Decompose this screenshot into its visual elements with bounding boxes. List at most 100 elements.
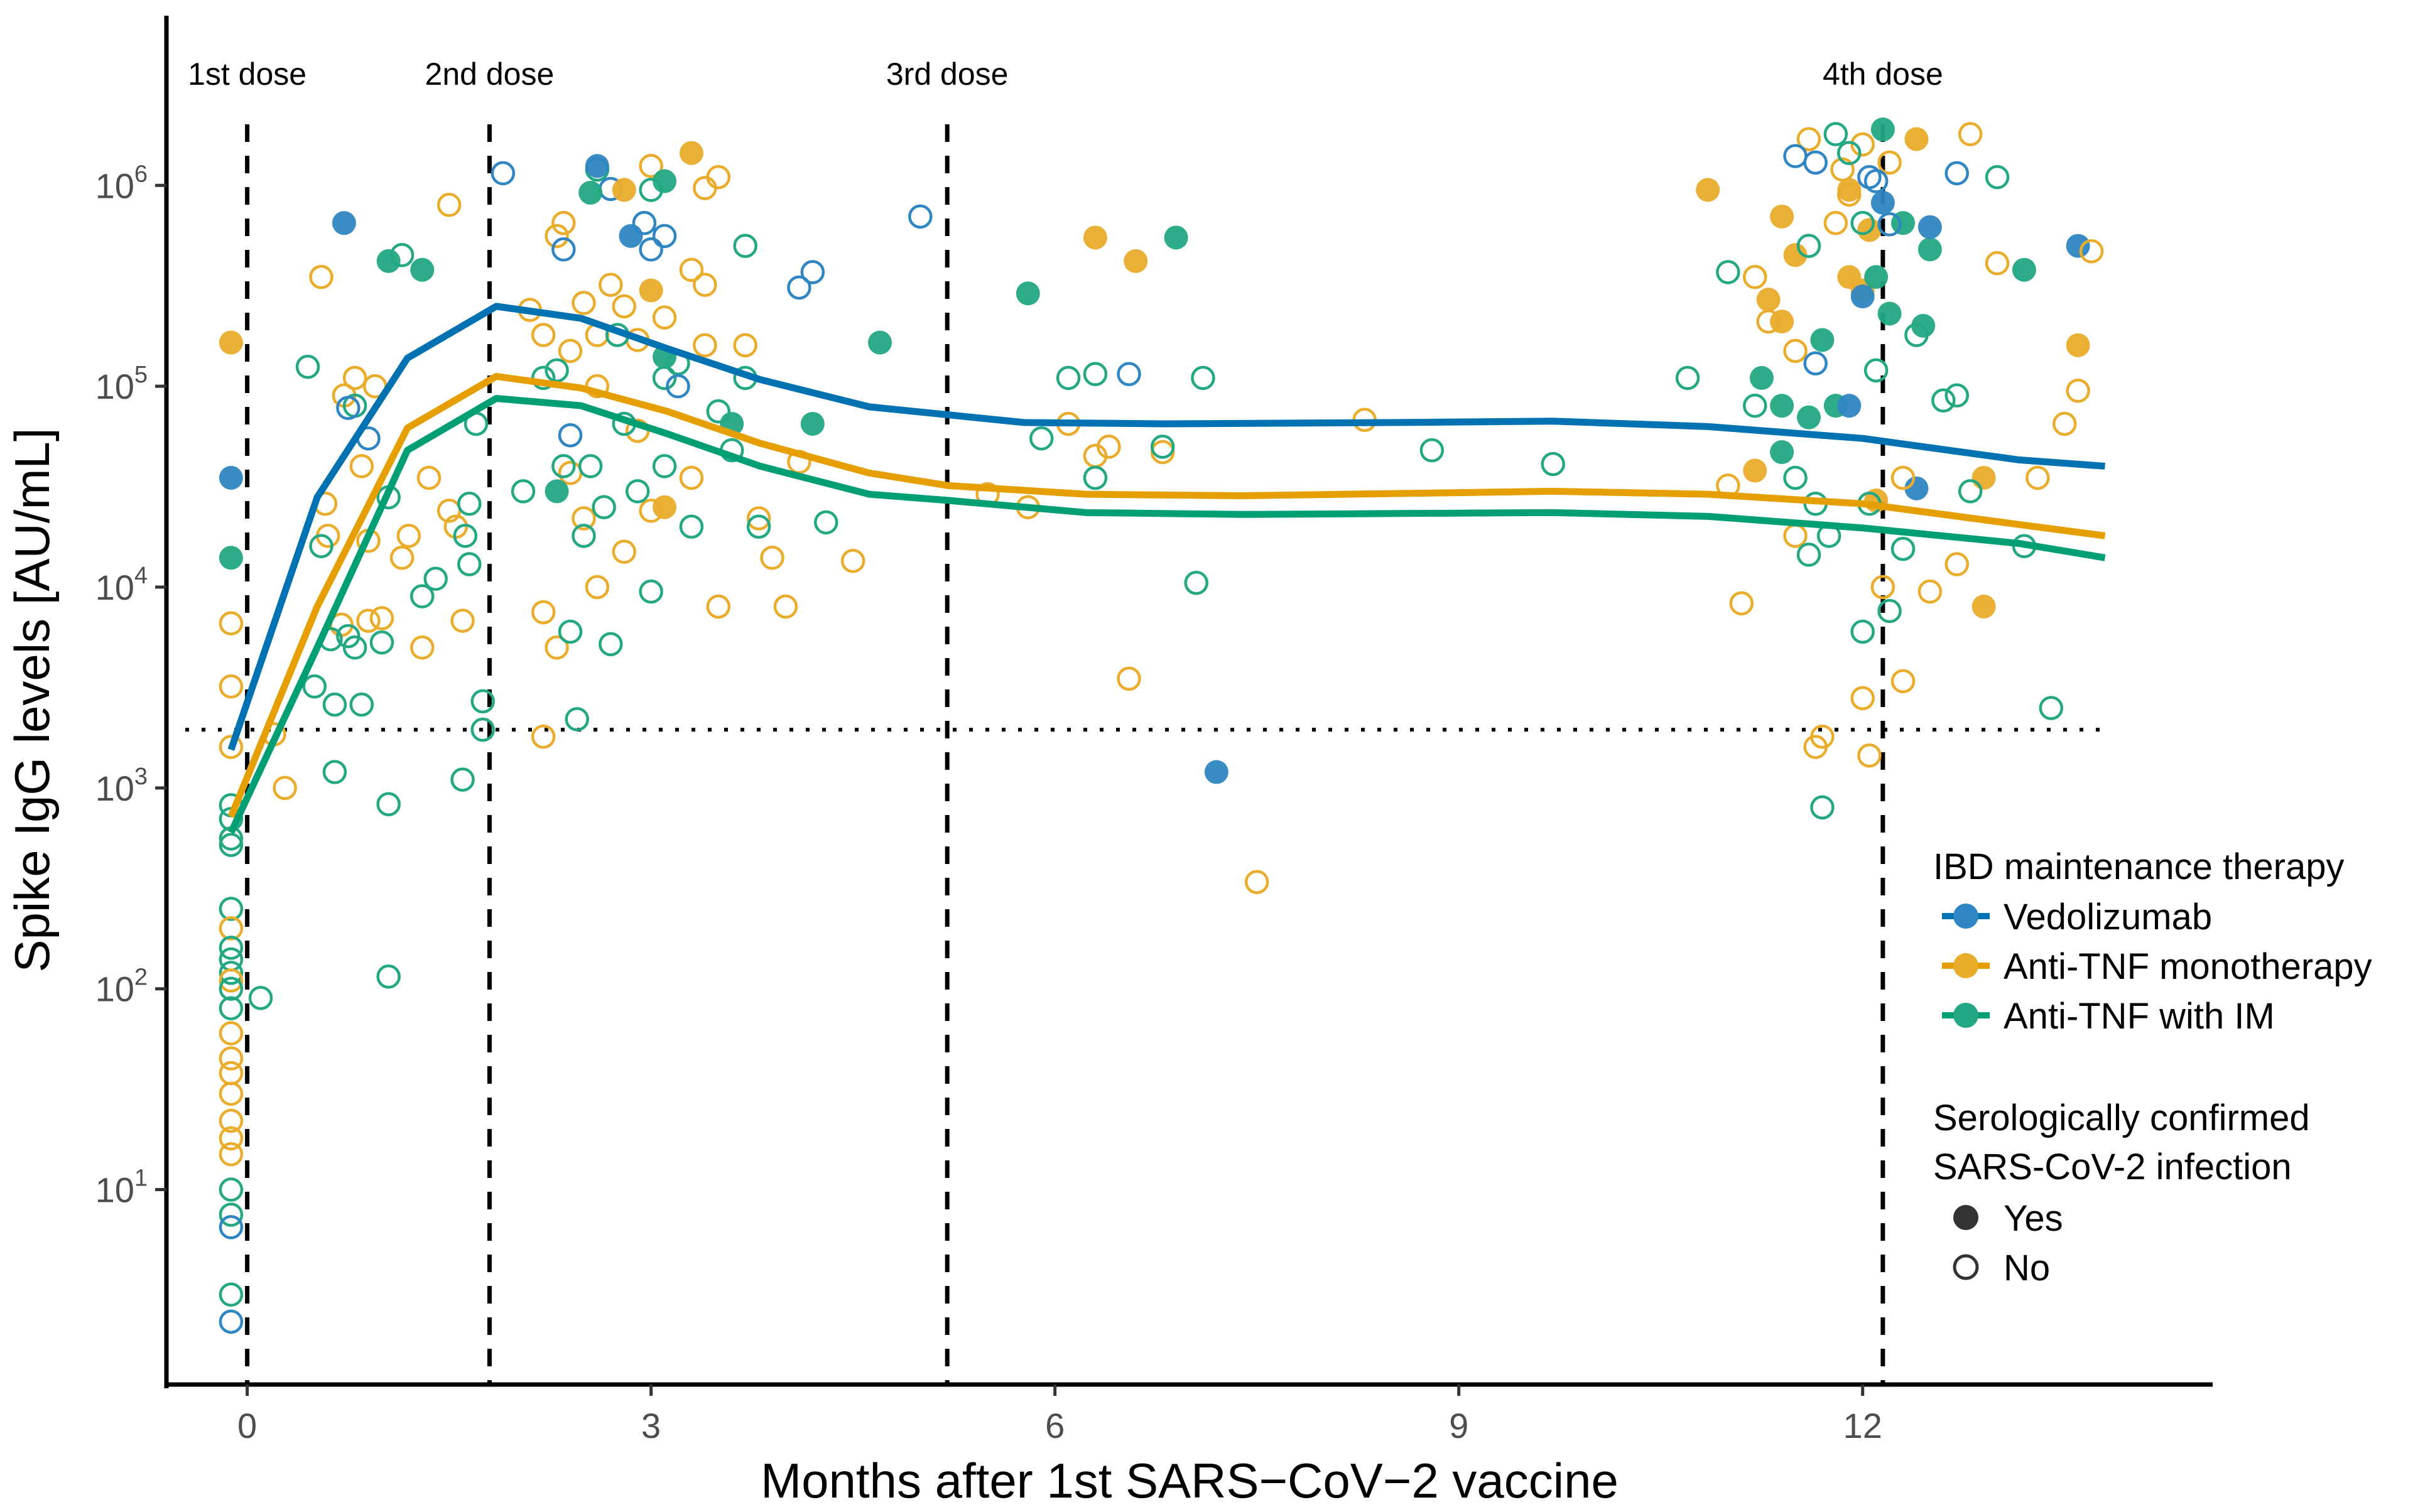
data-point <box>1863 358 1889 383</box>
data-point <box>1184 570 1208 595</box>
data-point <box>639 579 663 604</box>
data-point <box>1850 132 1875 157</box>
axes: 0 3 6 9 12 101 102 103 104 105 106 <box>95 16 2213 1445</box>
data-point <box>666 374 690 399</box>
data-point <box>572 524 596 548</box>
data-point <box>437 193 462 217</box>
data-point <box>558 619 583 644</box>
data-point <box>1756 309 1781 334</box>
y-tick-label: 104 <box>95 563 148 607</box>
data-point <box>545 224 569 249</box>
trend-line-im <box>227 394 2106 834</box>
data-point <box>416 465 442 490</box>
dose-label: 2nd dose <box>425 57 555 92</box>
data-point <box>1244 870 1269 894</box>
data-point <box>410 584 435 608</box>
x-axis-title: Months after 1st SARS−CoV−2 vaccine <box>761 1453 1619 1508</box>
legend-infection-title-line2: SARS-CoV-2 infection <box>1933 1147 2292 1187</box>
data-point <box>219 1081 244 1106</box>
data-point <box>356 608 381 633</box>
data-point <box>349 692 374 717</box>
data-point <box>1097 435 1121 459</box>
dose-label: 3rd dose <box>886 57 1009 92</box>
y-tick-label: 101 <box>95 1165 148 1210</box>
data-point <box>733 234 757 258</box>
data-point <box>219 735 244 759</box>
data-point <box>2066 379 2090 403</box>
data-point <box>491 161 516 186</box>
data-point <box>565 707 589 732</box>
data-point-infected <box>2066 234 2090 258</box>
data-point <box>2039 696 2064 720</box>
data-point <box>840 549 865 573</box>
data-point <box>1958 122 1983 146</box>
data-point-infected <box>578 180 603 205</box>
legend-key-point-ved <box>1953 904 1978 929</box>
data-point <box>1796 234 1821 258</box>
data-point <box>693 273 717 297</box>
data-point-infected <box>545 479 569 504</box>
data-point-infected <box>868 330 892 355</box>
x-tick-label: 6 <box>1045 1406 1065 1445</box>
data-point <box>1870 575 1895 600</box>
dose-markers: 1st dose 2nd dose 3rd dose 4th dose <box>188 57 1943 1385</box>
y-tick-label: 106 <box>95 161 148 205</box>
data-point-infected <box>679 141 703 165</box>
data-point <box>1830 157 1855 182</box>
legend-label-ved: Vedolizumab <box>2004 897 2212 937</box>
data-point-infected <box>1917 237 1942 262</box>
data-point <box>1857 165 1882 190</box>
data-point <box>2079 239 2104 264</box>
legend: IBD maintenance therapy Vedolizumab Anti-… <box>1933 846 2372 1288</box>
data-point <box>369 630 394 655</box>
data-point <box>1944 552 1969 576</box>
data-point <box>1117 362 1141 386</box>
data-point <box>1056 365 1081 391</box>
data-point-infected <box>376 249 401 273</box>
data-point <box>1944 161 1969 186</box>
data-point <box>572 291 596 315</box>
data-point <box>1850 210 1875 235</box>
data-point <box>219 1142 244 1167</box>
data-point-infected <box>1124 249 1148 273</box>
legend-no-key <box>1953 1254 1979 1280</box>
data-point <box>585 575 610 600</box>
data-point <box>396 524 421 548</box>
data-point <box>800 260 825 284</box>
legend-no-label: No <box>2004 1248 2050 1288</box>
data-point <box>450 608 475 633</box>
x-tick-label: 0 <box>237 1406 257 1445</box>
data-point-infected <box>1904 127 1929 151</box>
data-point-infected <box>1756 288 1781 312</box>
data-point-infected <box>2066 333 2090 357</box>
data-point <box>336 396 361 420</box>
data-point <box>545 358 569 383</box>
data-point <box>219 936 244 960</box>
data-point <box>457 552 482 576</box>
x-tick-label: 9 <box>1449 1406 1468 1445</box>
data-point-infected <box>1810 328 1835 352</box>
data-point-infected <box>219 330 243 355</box>
data-point <box>219 916 244 941</box>
data-point <box>693 176 717 200</box>
data-point <box>342 635 367 660</box>
data-point-infected <box>1743 458 1767 483</box>
data-point-infected <box>1837 394 1862 418</box>
data-point <box>219 1046 244 1071</box>
data-point <box>1877 150 1902 175</box>
data-point <box>423 566 448 591</box>
data-point <box>219 1021 244 1045</box>
data-point <box>679 465 704 490</box>
data-point <box>1150 435 1175 459</box>
data-point <box>1029 426 1054 451</box>
data-point <box>219 611 244 635</box>
y-tick-label: 102 <box>95 964 148 1009</box>
data-point <box>545 635 569 660</box>
data-point <box>376 964 401 989</box>
data-point <box>746 506 771 531</box>
data-point <box>1783 465 1808 490</box>
data-point <box>1191 365 1215 391</box>
data-point <box>1783 338 1808 364</box>
data-point <box>219 1309 244 1334</box>
